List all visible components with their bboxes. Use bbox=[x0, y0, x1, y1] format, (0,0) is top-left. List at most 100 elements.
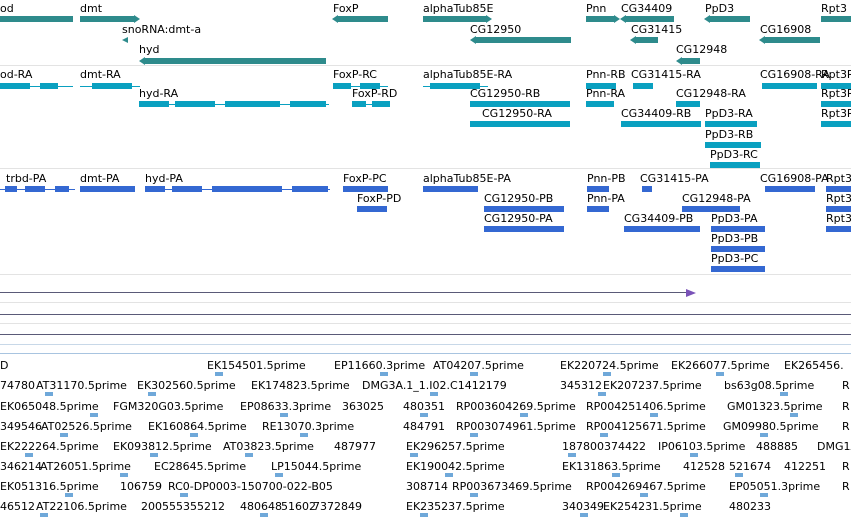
est-label[interactable]: AT03823.5prime bbox=[223, 440, 314, 453]
est-label[interactable]: EK160864.5prime bbox=[148, 420, 247, 433]
est-glyph[interactable] bbox=[760, 493, 768, 497]
est-glyph[interactable] bbox=[580, 513, 588, 517]
est-label[interactable]: 346214 bbox=[0, 460, 42, 473]
est-glyph[interactable] bbox=[150, 453, 158, 457]
est-glyph[interactable] bbox=[215, 372, 223, 376]
est-label[interactable]: AT04207.5prime bbox=[433, 359, 524, 372]
est-label[interactable]: R bbox=[842, 420, 850, 433]
est-label[interactable]: DMG1A bbox=[817, 440, 851, 453]
est-label[interactable]: EK266077.5prime bbox=[671, 359, 770, 372]
est-label[interactable]: EK131863.5prime bbox=[562, 460, 661, 473]
est-label[interactable]: 487977 bbox=[334, 440, 376, 453]
est-glyph[interactable] bbox=[603, 372, 611, 376]
est-label[interactable]: 345312 bbox=[560, 379, 602, 392]
est-glyph[interactable] bbox=[280, 413, 288, 417]
est-label[interactable]: FGM320G03.5prime bbox=[113, 400, 224, 413]
est-glyph[interactable] bbox=[410, 453, 418, 457]
est-label[interactable]: EK154501.5prime bbox=[207, 359, 306, 372]
est-label[interactable]: EK220724.5prime bbox=[560, 359, 659, 372]
est-glyph[interactable] bbox=[520, 413, 528, 417]
est-label[interactable]: EC28645.5prime bbox=[154, 460, 247, 473]
est-label[interactable]: EP08633.3prime bbox=[240, 400, 332, 413]
est-label[interactable]: EK065048.5prime bbox=[0, 400, 99, 413]
est-glyph[interactable] bbox=[470, 372, 478, 376]
est-glyph[interactable] bbox=[190, 433, 198, 437]
est-glyph[interactable] bbox=[680, 513, 688, 517]
est-label[interactable]: RP003604269.5prime bbox=[456, 400, 576, 413]
est-label[interactable]: R bbox=[842, 480, 850, 493]
est-label[interactable]: 187800374422 bbox=[562, 440, 646, 453]
est-label[interactable]: EK093812.5prime bbox=[113, 440, 212, 453]
est-label[interactable]: EK265456. bbox=[784, 359, 844, 372]
est-glyph[interactable] bbox=[650, 413, 658, 417]
est-label[interactable]: AT31170.5prime bbox=[36, 379, 127, 392]
est-label[interactable]: 340349 bbox=[562, 500, 604, 513]
est-glyph[interactable] bbox=[735, 473, 743, 477]
est-label[interactable]: 488885 bbox=[756, 440, 798, 453]
est-glyph[interactable] bbox=[568, 453, 576, 457]
est-glyph[interactable] bbox=[716, 372, 724, 376]
est-glyph[interactable] bbox=[430, 392, 438, 396]
est-glyph[interactable] bbox=[260, 513, 268, 517]
est-glyph[interactable] bbox=[300, 433, 308, 437]
est-label[interactable]: AT02526.5prime bbox=[41, 420, 132, 433]
est-glyph[interactable] bbox=[45, 392, 53, 396]
est-glyph[interactable] bbox=[60, 433, 68, 437]
est-label[interactable]: RP004269467.5prime bbox=[586, 480, 706, 493]
est-label[interactable]: 200555355212 bbox=[141, 500, 225, 513]
est-glyph[interactable] bbox=[148, 392, 156, 396]
est-label[interactable]: 480233 bbox=[729, 500, 771, 513]
est-label[interactable]: EK296257.5prime bbox=[406, 440, 505, 453]
est-label[interactable]: 480648 bbox=[240, 500, 282, 513]
est-label[interactable]: 484791 bbox=[403, 420, 445, 433]
est-label[interactable]: GM01323.5prime bbox=[727, 400, 823, 413]
est-label[interactable]: RC0-DP0003-150700-022-B05 bbox=[168, 480, 333, 493]
est-glyph[interactable] bbox=[120, 473, 128, 477]
est-glyph[interactable] bbox=[25, 453, 33, 457]
est-glyph[interactable] bbox=[780, 392, 788, 396]
est-glyph[interactable] bbox=[690, 453, 698, 457]
est-label[interactable]: EK222264.5prime bbox=[0, 440, 99, 453]
est-label[interactable]: EK051316.5prime bbox=[0, 480, 99, 493]
est-label[interactable]: 412251 bbox=[784, 460, 826, 473]
est-label[interactable]: R bbox=[842, 379, 850, 392]
est-label[interactable]: 349546 bbox=[0, 420, 42, 433]
est-glyph[interactable] bbox=[600, 433, 608, 437]
est-glyph[interactable] bbox=[180, 493, 188, 497]
est-label[interactable]: EP05051.3prime bbox=[729, 480, 821, 493]
est-glyph[interactable] bbox=[470, 433, 478, 437]
est-label[interactable]: DMG3A.1_1.I02.C1412179 bbox=[362, 379, 507, 392]
est-label[interactable]: 308714 bbox=[406, 480, 448, 493]
est-label[interactable]: R bbox=[842, 460, 850, 473]
est-label[interactable]: EK254231.5prime bbox=[603, 500, 702, 513]
est-glyph[interactable] bbox=[380, 372, 388, 376]
est-label[interactable]: EK190042.5prime bbox=[406, 460, 505, 473]
est-glyph[interactable] bbox=[420, 513, 428, 517]
est-label[interactable]: bs63g08.5prime bbox=[724, 379, 815, 392]
est-label[interactable]: 363025 bbox=[342, 400, 384, 413]
est-glyph[interactable] bbox=[40, 513, 48, 517]
est-label[interactable]: 7372849 bbox=[313, 500, 362, 513]
est-glyph[interactable] bbox=[790, 413, 798, 417]
est-label[interactable]: RP003673469.5prime bbox=[452, 480, 572, 493]
est-label[interactable]: 480351 bbox=[403, 400, 445, 413]
est-label[interactable]: 106759 bbox=[120, 480, 162, 493]
feature-arrow-icon[interactable] bbox=[686, 289, 696, 297]
est-glyph[interactable] bbox=[275, 473, 283, 477]
est-glyph[interactable] bbox=[420, 413, 428, 417]
est-label[interactable]: 51602 bbox=[281, 500, 316, 513]
est-glyph[interactable] bbox=[445, 473, 453, 477]
est-label[interactable]: R bbox=[842, 400, 850, 413]
est-label[interactable]: GM09980.5prime bbox=[723, 420, 819, 433]
est-label[interactable]: EK235237.5prime bbox=[406, 500, 505, 513]
est-label[interactable]: EP11660.3prime bbox=[334, 359, 426, 372]
est-label[interactable]: EK207237.5prime bbox=[603, 379, 702, 392]
est-label[interactable]: 74780 bbox=[0, 379, 35, 392]
est-glyph[interactable] bbox=[598, 392, 606, 396]
est-glyph[interactable] bbox=[90, 413, 98, 417]
est-label[interactable]: IP06103.5prime bbox=[658, 440, 746, 453]
est-label[interactable]: D bbox=[0, 359, 9, 372]
est-label[interactable]: EK174823.5prime bbox=[251, 379, 350, 392]
est-label[interactable]: AT26051.5prime bbox=[40, 460, 131, 473]
est-glyph[interactable] bbox=[640, 493, 648, 497]
